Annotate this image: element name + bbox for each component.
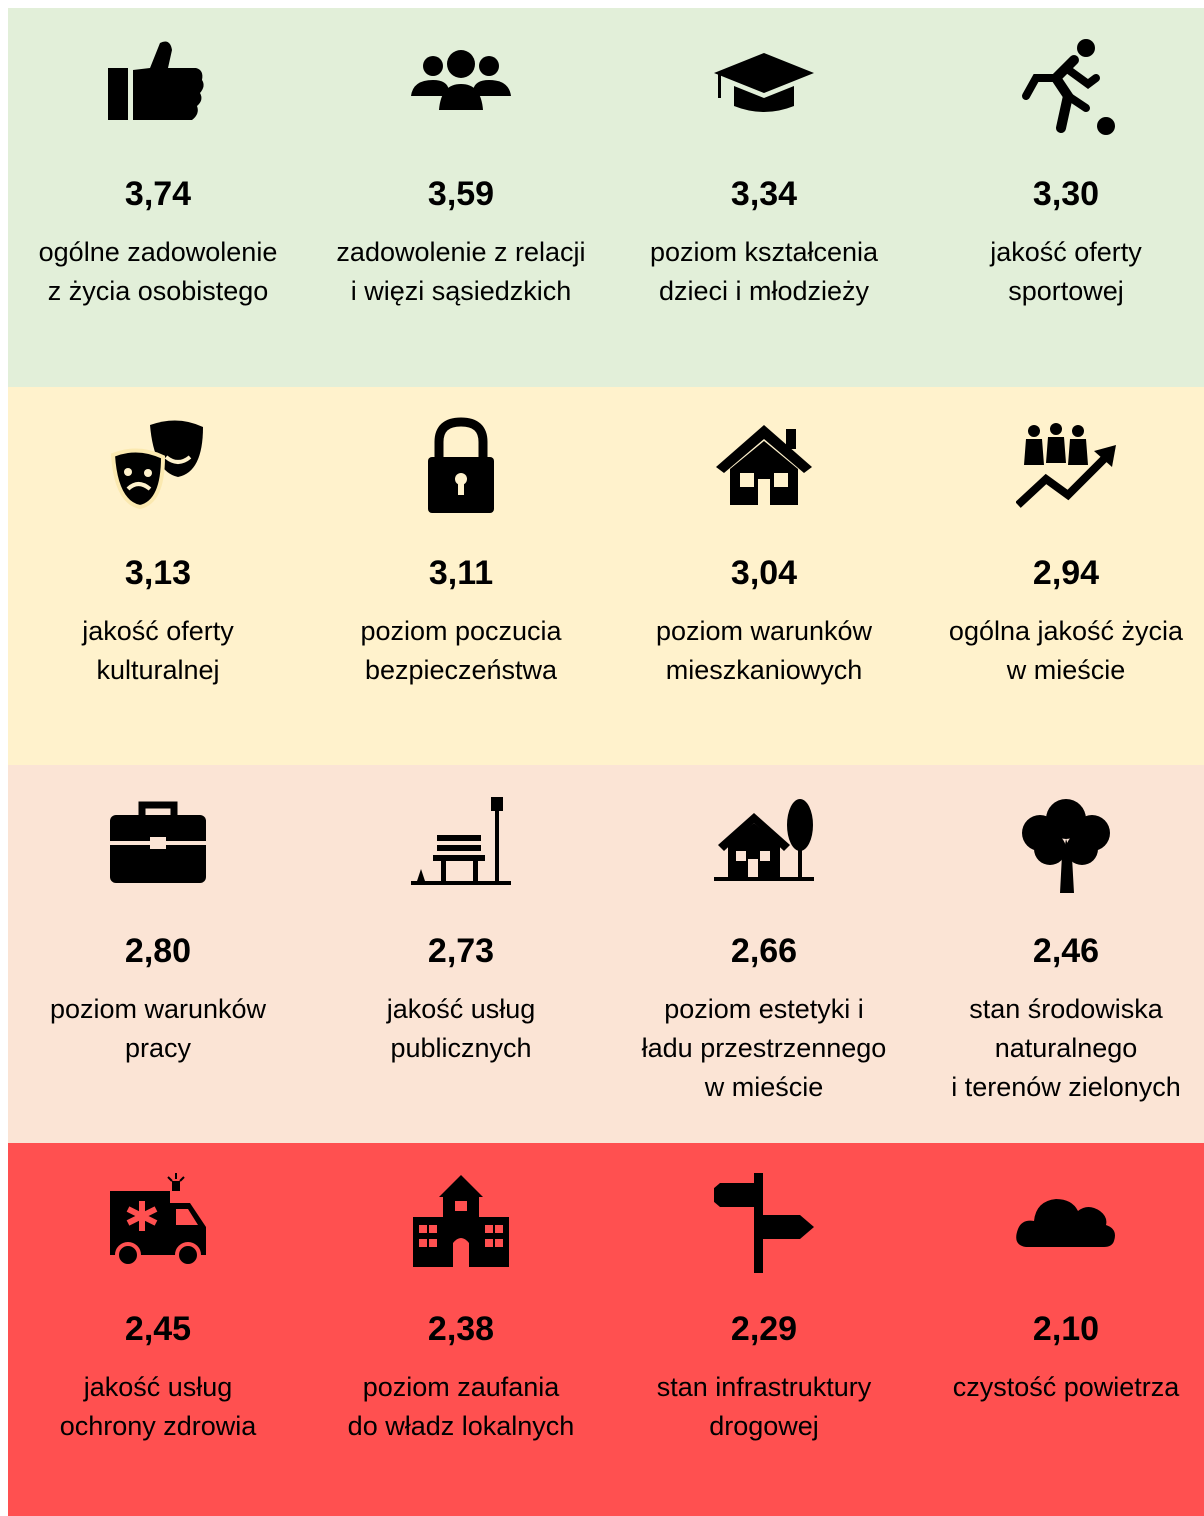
tile-label: poziom estetyki i xyxy=(664,994,864,1024)
tile-label: dzieci i młodzieży xyxy=(659,276,870,306)
score: 2,94 xyxy=(1033,554,1099,592)
tile-label: do władz lokalnych xyxy=(348,1411,575,1441)
band xyxy=(8,8,1204,387)
tile-label: poziom zaufania xyxy=(363,1372,561,1402)
tile-label: bezpieczeństwa xyxy=(365,655,558,685)
tile-label: sportowej xyxy=(1008,276,1124,306)
icon xyxy=(110,805,206,883)
tile-label: ogólne zadowolenie xyxy=(39,237,278,267)
tile-label: i więzi sąsiedzkich xyxy=(351,276,572,306)
score: 2,66 xyxy=(731,932,797,970)
score: 2,80 xyxy=(125,932,191,970)
tile-label: w mieście xyxy=(704,1072,824,1102)
tile-label: drogowej xyxy=(709,1411,819,1441)
tile-label: ochrony zdrowia xyxy=(60,1411,258,1441)
tile-label: kulturalnej xyxy=(96,655,219,685)
tile-label: poziom warunków xyxy=(656,616,873,646)
band xyxy=(8,765,1204,1143)
tile-label: jakość oferty xyxy=(989,237,1142,267)
tile-label: poziom warunków xyxy=(50,994,267,1024)
tile-label: poziom poczucia xyxy=(360,616,562,646)
tile-label: jakość usług xyxy=(386,994,536,1024)
score: 3,30 xyxy=(1033,175,1099,213)
tile-label: stan środowiska xyxy=(969,994,1164,1024)
score: 3,11 xyxy=(429,554,493,592)
score: 2,45 xyxy=(125,1310,191,1348)
score: 2,29 xyxy=(731,1310,797,1348)
score: 2,46 xyxy=(1033,932,1099,970)
tile-label: mieszkaniowych xyxy=(666,655,863,685)
score: 3,13 xyxy=(125,554,191,592)
tile-label: poziom kształcenia xyxy=(650,237,879,267)
tile-label: publicznych xyxy=(390,1033,531,1063)
tile-label: ładu przestrzennego xyxy=(642,1033,887,1063)
tile-label: jakość oferty xyxy=(81,616,234,646)
tile-label: naturalnego xyxy=(995,1033,1138,1063)
tile-label: jakość usług xyxy=(83,1372,233,1402)
tile-label: z życia osobistego xyxy=(48,276,269,306)
score: 3,59 xyxy=(428,175,494,213)
score: 3,74 xyxy=(125,175,191,213)
tile-label: zadowolenie z relacji xyxy=(336,237,585,267)
tile-label: czystość powietrza xyxy=(953,1372,1181,1402)
score: 3,04 xyxy=(731,554,797,592)
score: 2,73 xyxy=(428,932,494,970)
tile-label: pracy xyxy=(125,1033,192,1063)
tile-label: i terenów zielonych xyxy=(951,1072,1181,1102)
tile-label: ogólna jakość życia xyxy=(949,616,1184,646)
score: 3,34 xyxy=(731,175,797,213)
score: 2,38 xyxy=(428,1310,494,1348)
tile-label: stan infrastruktury xyxy=(657,1372,872,1402)
score: 2,10 xyxy=(1033,1310,1099,1348)
band xyxy=(8,1143,1204,1516)
band xyxy=(8,387,1204,765)
tile-label: w mieście xyxy=(1006,655,1126,685)
